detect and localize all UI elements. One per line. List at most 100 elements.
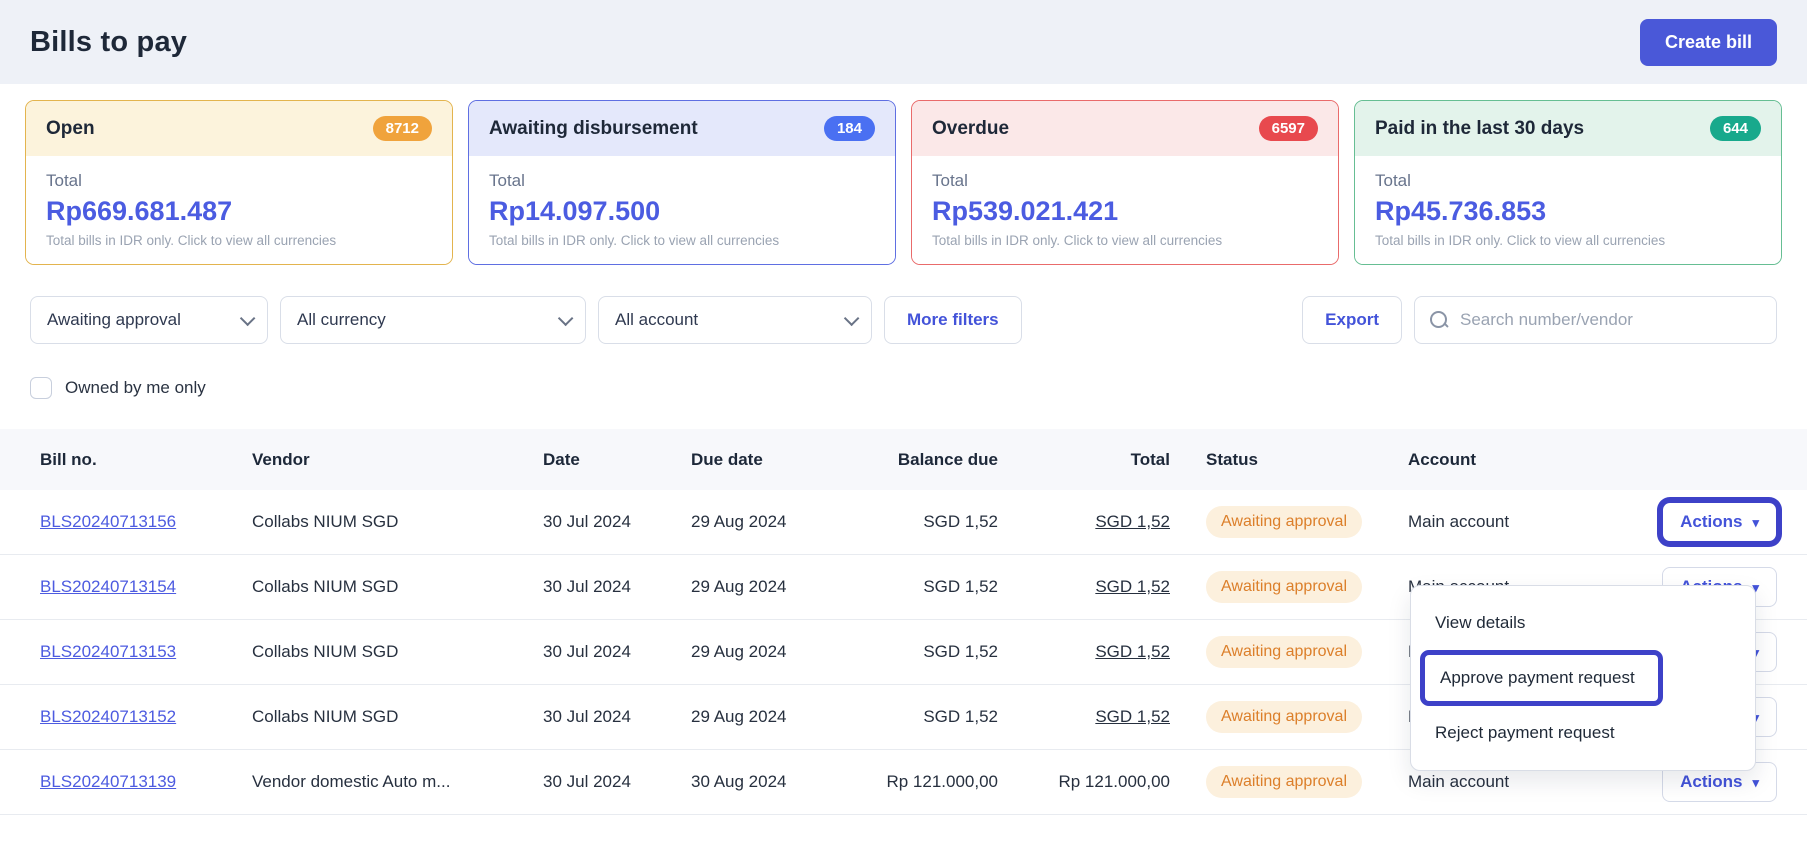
vendor-cell: Collabs NIUM SGD — [252, 577, 399, 596]
card-overdue-caption: Total bills in IDR only. Click to view a… — [932, 233, 1223, 248]
approve-highlight-box: Approve payment request — [1420, 650, 1663, 706]
status-filter-value: Awaiting approval — [47, 310, 181, 329]
date-cell: 30 Jul 2024 — [543, 642, 631, 661]
card-overdue-header: Overdue 6597 — [912, 101, 1338, 156]
search-box[interactable] — [1414, 296, 1777, 344]
status-badge: Awaiting approval — [1206, 766, 1363, 798]
total-cell[interactable]: SGD 1,52 — [1095, 642, 1170, 661]
actions-dropdown-menu: View details Approve payment request Rej… — [1410, 585, 1756, 771]
currency-filter-value: All currency — [297, 310, 386, 329]
total-cell[interactable]: SGD 1,52 — [1095, 577, 1170, 596]
create-bill-button[interactable]: Create bill — [1639, 18, 1777, 66]
status-badge: Awaiting approval — [1206, 636, 1363, 668]
vendor-cell: Collabs NIUM SGD — [252, 707, 399, 726]
col-bill-no: Bill no. — [40, 449, 97, 469]
card-overdue-total-label: Total — [932, 171, 968, 190]
currency-filter-select[interactable]: All currency — [280, 296, 586, 344]
balance-due-cell: SGD 1,52 — [923, 707, 998, 726]
card-awaiting-title: Awaiting disbursement — [489, 117, 698, 139]
col-due-date: Due date — [691, 449, 763, 469]
bill-link[interactable]: BLS20240713153 — [40, 642, 177, 661]
search-input[interactable] — [1460, 310, 1762, 330]
col-status: Status — [1206, 449, 1258, 469]
status-filter-select[interactable]: Awaiting approval — [30, 296, 268, 344]
date-cell: 30 Jul 2024 — [543, 512, 631, 531]
date-cell: 30 Jul 2024 — [543, 707, 631, 726]
card-overdue-title: Overdue — [932, 117, 1010, 139]
card-overdue[interactable]: Overdue 6597 Total Rp539.021.421 Total b… — [911, 100, 1339, 265]
card-paid-caption: Total bills in IDR only. Click to view a… — [1375, 233, 1666, 248]
filter-bar: Awaiting approval All currency All accou… — [0, 296, 1807, 344]
balance-due-cell: SGD 1,52 — [923, 577, 998, 596]
menu-item-approve-payment-request[interactable]: Approve payment request — [1440, 668, 1635, 687]
actions-button[interactable]: Actions▾ — [1662, 502, 1777, 542]
due-date-cell: 29 Aug 2024 — [691, 642, 787, 661]
caret-down-icon: ▾ — [1752, 514, 1759, 530]
due-date-cell: 29 Aug 2024 — [691, 512, 787, 531]
card-awaiting-count-badge: 184 — [823, 116, 875, 141]
card-paid-total-label: Total — [1375, 171, 1411, 190]
bill-link[interactable]: BLS20240713139 — [40, 772, 177, 791]
card-open-amount: Rp669.681.487 — [46, 196, 233, 226]
bill-link[interactable]: BLS20240713154 — [40, 577, 177, 596]
top-bar: Bills to pay Create bill — [0, 0, 1807, 84]
col-account: Account — [1408, 449, 1476, 469]
menu-item-view-details[interactable]: View details — [1435, 613, 1526, 632]
chevron-down-icon — [239, 310, 256, 326]
menu-item-reject-payment-request[interactable]: Reject payment request — [1435, 723, 1615, 742]
card-paid-30-days[interactable]: Paid in the last 30 days 644 Total Rp45.… — [1354, 100, 1782, 265]
balance-due-cell: Rp 121.000,00 — [886, 772, 998, 791]
caret-down-icon: ▾ — [1752, 774, 1759, 790]
status-badge: Awaiting approval — [1206, 571, 1363, 603]
account-filter-value: All account — [615, 310, 699, 329]
bill-link[interactable]: BLS20240713152 — [40, 707, 177, 726]
account-filter-select[interactable]: All account — [598, 296, 872, 344]
card-overdue-amount: Rp539.021.421 — [932, 196, 1119, 226]
card-open[interactable]: Open 8712 Total Rp669.681.487 Total bill… — [25, 100, 453, 265]
card-paid-amount: Rp45.736.853 — [1375, 196, 1547, 226]
col-balance-due: Balance due — [897, 449, 998, 469]
card-awaiting-total-label: Total — [489, 171, 525, 190]
card-awaiting-caption: Total bills in IDR only. Click to view a… — [489, 233, 780, 248]
col-vendor: Vendor — [252, 449, 310, 469]
owned-by-me-checkbox[interactable] — [30, 377, 52, 399]
balance-due-cell: SGD 1,52 — [923, 642, 998, 661]
card-open-count-badge: 8712 — [372, 116, 432, 141]
search-icon — [1429, 310, 1449, 330]
vendor-cell: Collabs NIUM SGD — [252, 512, 399, 531]
owned-by-me-label: Owned by me only — [65, 378, 206, 397]
table-row: BLS20240713156 Collabs NIUM SGD 30 Jul 2… — [0, 490, 1807, 555]
chevron-down-icon — [557, 310, 574, 326]
card-open-total-label: Total — [46, 171, 82, 190]
col-date: Date — [543, 449, 580, 469]
card-paid-count-badge: 644 — [1709, 116, 1761, 141]
chevron-down-icon — [843, 310, 860, 326]
status-badge: Awaiting approval — [1206, 506, 1363, 538]
account-cell: Main account — [1408, 772, 1510, 791]
caret-down-icon: ▾ — [1752, 579, 1759, 595]
date-cell: 30 Jul 2024 — [543, 577, 631, 596]
card-overdue-count-badge: 6597 — [1258, 116, 1318, 141]
export-button[interactable]: Export — [1302, 296, 1402, 344]
page-title: Bills to pay — [30, 25, 188, 58]
card-awaiting-amount: Rp14.097.500 — [489, 196, 661, 226]
summary-cards: Open 8712 Total Rp669.681.487 Total bill… — [0, 84, 1807, 265]
card-open-title: Open — [46, 117, 95, 139]
total-cell[interactable]: SGD 1,52 — [1095, 707, 1170, 726]
card-open-caption: Total bills in IDR only. Click to view a… — [46, 233, 337, 248]
card-paid-title: Paid in the last 30 days — [1375, 117, 1585, 139]
table-header-row: Bill no. Vendor Date Due date Balance du… — [0, 429, 1807, 490]
account-cell: Main account — [1408, 512, 1510, 531]
more-filters-button[interactable]: More filters — [884, 296, 1022, 344]
total-cell[interactable]: SGD 1,52 — [1095, 512, 1170, 531]
card-paid-header: Paid in the last 30 days 644 — [1355, 101, 1781, 156]
vendor-cell: Collabs NIUM SGD — [252, 642, 399, 661]
bill-link[interactable]: BLS20240713156 — [40, 512, 177, 531]
due-date-cell: 30 Aug 2024 — [691, 772, 787, 791]
card-awaiting-disbursement[interactable]: Awaiting disbursement 184 Total Rp14.097… — [468, 100, 896, 265]
due-date-cell: 29 Aug 2024 — [691, 707, 787, 726]
col-total: Total — [1130, 449, 1170, 469]
date-cell: 30 Jul 2024 — [543, 772, 631, 791]
due-date-cell: 29 Aug 2024 — [691, 577, 787, 596]
card-open-header: Open 8712 — [26, 101, 452, 156]
